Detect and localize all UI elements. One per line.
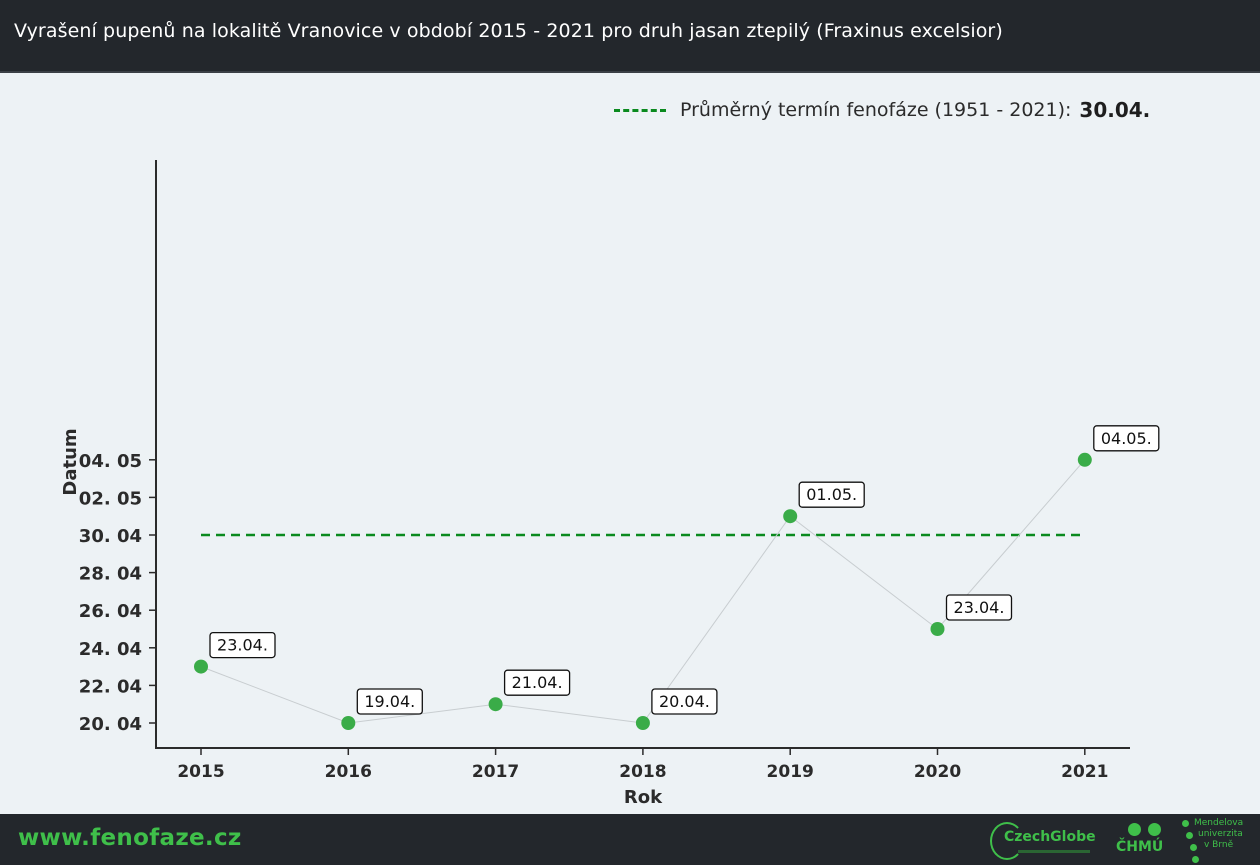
czechglobe-arc-icon — [990, 822, 1024, 860]
data-label: 19.04. — [364, 692, 415, 711]
chmu-logo-text: ČHMÚ — [1116, 839, 1164, 855]
mendel-logo-line: Mendelova — [1194, 818, 1244, 828]
chart-title: Vyrašení pupenů na lokalitě Vranovice v … — [14, 20, 1003, 42]
x-tick-label: 2021 — [1061, 762, 1108, 782]
mendel-logo-line: univerzita — [1198, 829, 1243, 839]
y-tick-label: 28. 04 — [79, 564, 142, 585]
chmu-logo[interactable]: ČHMÚ — [1114, 822, 1174, 860]
chart-area: 20. 04 22. 04 24. 04 26. 04 28. 04 30. 04 02. … — [60, 160, 1160, 808]
mendel-dot-icon — [1186, 832, 1193, 839]
data-label-box — [503, 669, 571, 696]
data-point — [635, 716, 650, 730]
footer-bar: www.fenofaze.cz CzechGlobe ČHMÚ Mendelov… — [0, 814, 1260, 865]
legend-value: 30.04. — [1079, 98, 1151, 122]
x-tick-label: 2017 — [472, 762, 519, 782]
y-tick-label: 20. 04 — [79, 714, 142, 735]
data-label: 23.04. — [954, 598, 1005, 617]
chmu-shape-icon — [1148, 823, 1161, 836]
czechglobe-logo-text: CzechGlobe — [1004, 829, 1096, 845]
data-label-box — [356, 688, 423, 715]
data-label: 01.05. — [806, 485, 857, 504]
czechglobe-logo[interactable]: CzechGlobe — [990, 820, 1100, 860]
footer-url-link[interactable]: www.fenofaze.cz — [18, 825, 242, 851]
data-label-box — [651, 688, 718, 715]
data-label-box — [209, 631, 276, 659]
header-bar: Vyrašení pupenů na lokalitě Vranovice v … — [0, 0, 1260, 73]
mendel-dot-icon — [1192, 856, 1199, 863]
mendel-logo-line: v Brně — [1204, 840, 1234, 850]
mendel-dot-icon — [1182, 820, 1189, 827]
series-connector-line — [200, 459, 1086, 724]
czechglobe-tagline-bar — [1018, 850, 1090, 853]
data-point — [194, 659, 208, 674]
data-point — [1077, 452, 1092, 467]
x-axis-title: Rok — [624, 787, 663, 808]
data-label-box — [798, 481, 865, 508]
data-label-box — [945, 594, 1013, 621]
data-point — [783, 509, 798, 524]
y-tick-label: 04. 05 — [79, 451, 142, 472]
x-tick-label: 2018 — [619, 762, 666, 782]
y-axis-title: Datum — [60, 428, 81, 495]
data-label: 04.05. — [1101, 429, 1152, 448]
data-label: 20.04. — [659, 692, 710, 711]
data-point — [341, 716, 356, 730]
x-tick-label: 2016 — [325, 762, 372, 782]
y-tick-label: 02. 05 — [79, 488, 142, 509]
mendel-dot-icon — [1190, 844, 1197, 851]
data-point — [930, 622, 945, 636]
y-tick-label: 22. 04 — [79, 676, 142, 697]
y-tick-label: 30. 04 — [79, 526, 142, 547]
legend-label: Průměrný termín fenofáze (1951 - 2021): — [680, 99, 1072, 121]
legend-dashed-line — [614, 108, 666, 112]
x-tick-label: 2019 — [767, 762, 814, 782]
data-point — [488, 697, 503, 712]
chmu-shape-icon — [1128, 823, 1141, 836]
y-tick-label: 26. 04 — [79, 601, 142, 622]
data-label-box — [1093, 425, 1160, 452]
legend: Průměrný termín fenofáze (1951 - 2021): … — [614, 96, 1150, 124]
data-label: 21.04. — [512, 673, 563, 692]
data-label: 23.04. — [217, 636, 268, 655]
y-tick-label: 24. 04 — [79, 639, 142, 660]
mendel-university-logo[interactable]: Mendelova univerzita v Brně — [1180, 816, 1256, 864]
x-tick-label: 2015 — [177, 762, 224, 782]
x-tick-label: 2020 — [914, 762, 961, 782]
